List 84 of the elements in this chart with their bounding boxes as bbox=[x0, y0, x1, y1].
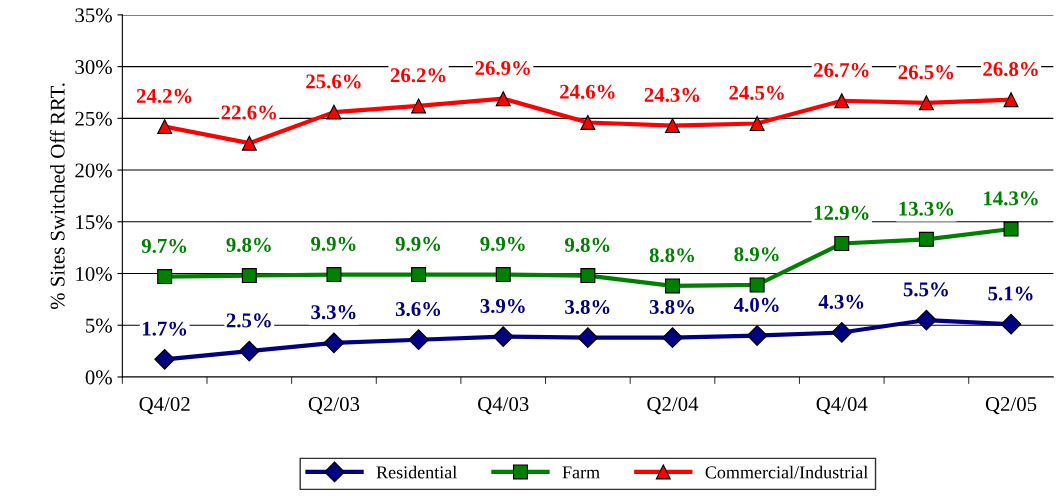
point bbox=[326, 104, 342, 120]
data-label: 9.7% bbox=[141, 238, 187, 254]
data-label: 5.5% bbox=[903, 282, 948, 297]
data-label: 13.3% bbox=[899, 201, 954, 216]
data-label: 9.8% bbox=[564, 237, 610, 252]
point bbox=[323, 332, 345, 354]
point bbox=[157, 269, 173, 285]
data-label: 3.8% bbox=[565, 299, 610, 315]
data-label: 4.3% bbox=[818, 294, 864, 309]
x-tick-label: Q2/05 bbox=[985, 397, 1037, 415]
data-label: 5.1% bbox=[988, 286, 1033, 301]
data-label: 8.9% bbox=[734, 247, 779, 262]
point bbox=[834, 236, 850, 252]
point bbox=[326, 267, 342, 283]
data-label: 22.6% bbox=[221, 105, 277, 120]
point bbox=[238, 340, 260, 362]
data-label: 24.5% bbox=[729, 85, 784, 100]
point bbox=[495, 267, 511, 283]
data-label: 25.6% bbox=[306, 74, 361, 89]
legend-label: Residential bbox=[376, 465, 457, 479]
y-tick-label: 30% bbox=[75, 59, 112, 75]
y-tick-label: 10% bbox=[76, 266, 112, 282]
point bbox=[492, 326, 514, 347]
y-tick-label: 35% bbox=[75, 8, 112, 23]
point bbox=[664, 118, 680, 134]
point bbox=[495, 91, 511, 107]
point bbox=[241, 268, 257, 284]
data-label: 9.9% bbox=[395, 236, 441, 251]
point bbox=[662, 327, 683, 349]
point bbox=[918, 95, 934, 111]
data-label: 1.7% bbox=[142, 321, 187, 336]
x-tick-label: Q4/03 bbox=[478, 397, 529, 415]
y-tick-label: 15% bbox=[76, 215, 112, 230]
data-label: 9.9% bbox=[311, 236, 356, 251]
point bbox=[241, 135, 257, 151]
point bbox=[918, 231, 934, 247]
point bbox=[580, 114, 596, 130]
data-label: 24.2% bbox=[136, 88, 192, 104]
legend-label: Commercial/Industrial bbox=[705, 465, 868, 479]
point bbox=[408, 329, 429, 351]
point bbox=[577, 327, 599, 349]
point bbox=[1003, 221, 1019, 237]
point bbox=[1000, 313, 1022, 335]
data-label: 9.8% bbox=[226, 237, 271, 252]
point bbox=[411, 98, 427, 114]
point bbox=[749, 277, 765, 293]
y-tick-label: 25% bbox=[75, 111, 112, 126]
point bbox=[411, 267, 427, 283]
data-label: 26.5% bbox=[898, 65, 954, 80]
point bbox=[580, 268, 596, 284]
point bbox=[746, 325, 768, 346]
point bbox=[664, 278, 680, 294]
x-tick-label: Q2/04 bbox=[647, 397, 699, 415]
data-label: 24.6% bbox=[560, 84, 615, 99]
data-label: 12.9% bbox=[814, 205, 869, 220]
data-label: 3.3% bbox=[311, 305, 356, 320]
x-tick-label: Q4/04 bbox=[816, 397, 868, 415]
data-label: 2.5% bbox=[226, 313, 271, 328]
data-label: 3.6% bbox=[395, 301, 441, 317]
point bbox=[1003, 92, 1019, 108]
data-label: 3.8% bbox=[649, 299, 694, 315]
point bbox=[834, 93, 850, 109]
y-tick-label: 20% bbox=[75, 163, 112, 178]
data-label: 26.8% bbox=[983, 61, 1038, 77]
point bbox=[157, 119, 173, 135]
data-label: 24.3% bbox=[644, 87, 700, 102]
x-tick-label: Q2/03 bbox=[308, 397, 360, 415]
point bbox=[916, 309, 937, 331]
data-label: 26.7% bbox=[814, 63, 869, 78]
data-label: 26.9% bbox=[475, 60, 530, 76]
point bbox=[154, 348, 176, 370]
data-label: 14.3% bbox=[984, 191, 1038, 206]
data-label: 8.8% bbox=[649, 248, 694, 263]
data-label: 9.9% bbox=[480, 236, 525, 251]
point bbox=[749, 116, 765, 132]
x-tick-label: Q4/02 bbox=[139, 397, 190, 415]
legend-label: Farm bbox=[562, 466, 600, 479]
data-label: 26.2% bbox=[390, 68, 446, 83]
point bbox=[831, 322, 853, 343]
data-label: 3.9% bbox=[480, 298, 525, 314]
data-label: 4.0% bbox=[733, 297, 779, 312]
y-tick-label: 0% bbox=[85, 370, 112, 385]
y-tick-label: 5% bbox=[86, 318, 112, 333]
y-axis-title: % Sites Switched Off RRT. bbox=[49, 83, 65, 310]
